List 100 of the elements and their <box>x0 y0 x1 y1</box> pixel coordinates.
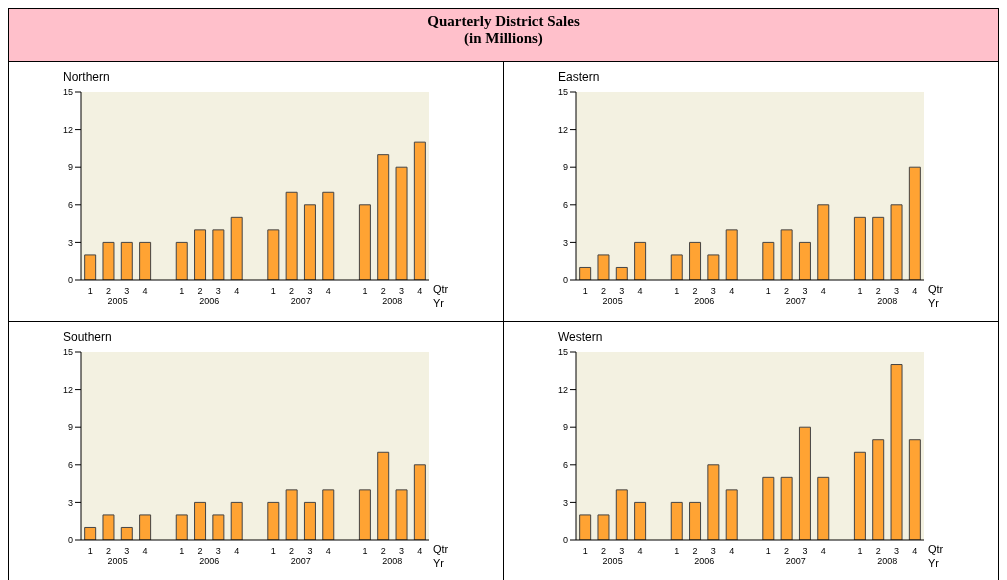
x-tick-label: 1 <box>179 286 185 297</box>
x-tick-label: 3 <box>710 286 716 297</box>
y-tick-label: 3 <box>562 237 568 248</box>
text: 2005 <box>106 296 129 306</box>
x-tick-label: 2 <box>875 286 881 297</box>
y-tick-label: 12 <box>557 384 568 395</box>
y-tick-label: 3 <box>562 497 568 508</box>
text: Quarterly District Sales (in Millions) <box>426 13 581 47</box>
y-tick-label: 15 <box>62 87 73 98</box>
y-tick-label: 12 <box>62 124 73 135</box>
x-tick-label: 4 <box>637 286 643 297</box>
text: 2008 <box>381 556 404 566</box>
x-tick-label: 1 <box>270 546 276 557</box>
x-tick-label: 1 <box>362 546 368 557</box>
x-tick-label: 2 <box>692 546 698 557</box>
y-tick-label: 12 <box>557 124 568 135</box>
y-tick-label: 0 <box>562 535 568 546</box>
x-tick-label: 1 <box>674 546 680 557</box>
x-tick-label: 3 <box>619 286 625 297</box>
y-tick-label: 0 <box>67 535 73 546</box>
x-tick-label: 2 <box>692 286 698 297</box>
x-tick-label: 1 <box>362 286 368 297</box>
x-tick-label: 3 <box>215 546 221 557</box>
x-tick-label: 4 <box>142 546 148 557</box>
text: 2008 <box>876 296 899 306</box>
x-tick-label: 3 <box>894 546 900 557</box>
x-tick-label: 4 <box>417 286 423 297</box>
x-tick-label: 4 <box>729 546 735 557</box>
x-tick-label: 4 <box>820 286 826 297</box>
y-tick-label: 9 <box>67 162 73 173</box>
x-tick-label: 1 <box>765 286 771 297</box>
y-tick-label: 15 <box>62 347 73 358</box>
x-tick-label: 4 <box>325 286 331 297</box>
x-axis-title: Qtr <box>433 283 449 295</box>
chart-subtitle: Northern <box>63 70 110 84</box>
y-tick-label: 6 <box>562 459 568 470</box>
x-tick-label: 1 <box>582 286 588 297</box>
text: 2006 <box>693 296 716 306</box>
x-tick-label: 2 <box>105 546 111 557</box>
x-tick-label: 1 <box>857 286 863 297</box>
x-tick-label: 1 <box>582 546 588 557</box>
x-tick-label: 4 <box>912 286 918 297</box>
x-tick-label: 3 <box>124 546 130 557</box>
text: 2008 <box>876 556 899 566</box>
y-tick-label: 0 <box>67 275 73 286</box>
text: 2005 <box>106 556 129 566</box>
x-tick-label: 1 <box>857 546 863 557</box>
y-tick-label: 6 <box>67 459 73 470</box>
x-tick-label: 4 <box>234 546 240 557</box>
y-tick-label: 6 <box>67 200 73 210</box>
x-tick-label: 1 <box>270 286 276 297</box>
x-axis-title: Qtr <box>433 543 449 555</box>
x-tick-label: 4 <box>912 546 918 557</box>
x-tick-label: 2 <box>289 546 295 557</box>
text: 2005 <box>601 296 624 306</box>
text: 2007 <box>289 556 312 566</box>
x-tick-label: 2 <box>600 546 606 557</box>
x-tick-label: 1 <box>765 546 771 557</box>
text: 2006 <box>198 296 221 306</box>
x-tick-label: 4 <box>325 546 331 557</box>
x-tick-label: 3 <box>307 546 313 557</box>
x-tick-label: 2 <box>600 286 606 297</box>
y-tick-label: 9 <box>67 422 73 433</box>
text: Yr <box>433 297 444 309</box>
y-tick-label: 9 <box>562 162 568 173</box>
text: 2006 <box>693 556 716 566</box>
x-tick-label: 3 <box>894 286 900 297</box>
x-tick-label: 4 <box>637 546 643 557</box>
x-tick-label: 4 <box>142 286 148 297</box>
chart-subtitle: Southern <box>63 330 112 344</box>
x-tick-label: 1 <box>87 286 93 297</box>
x-tick-label: 2 <box>380 286 386 297</box>
x-tick-label: 2 <box>197 286 203 297</box>
text: 2007 <box>289 296 312 306</box>
text: 2007 <box>784 556 807 566</box>
x-tick-label: 2 <box>784 286 790 297</box>
text: 2007 <box>784 296 807 306</box>
y-tick-label: 15 <box>557 87 568 98</box>
x-tick-label: 3 <box>802 286 808 297</box>
text: Yr <box>433 557 444 569</box>
x-tick-label: 4 <box>729 286 735 297</box>
text: Yr <box>928 297 939 309</box>
y-tick-label: 12 <box>62 384 73 395</box>
text: 2006 <box>198 556 221 566</box>
x-tick-label: 3 <box>124 286 130 297</box>
text: Yr <box>928 557 939 569</box>
y-tick-label: 9 <box>562 422 568 433</box>
x-tick-label: 3 <box>802 546 808 557</box>
x-tick-label: 3 <box>399 546 405 557</box>
x-tick-label: 1 <box>674 286 680 297</box>
chart-subtitle: Eastern <box>558 70 600 84</box>
x-tick-label: 3 <box>619 546 625 557</box>
x-tick-label: 3 <box>307 286 313 297</box>
x-tick-label: 2 <box>105 286 111 297</box>
text: 2005 <box>601 556 624 566</box>
y-tick-label: 15 <box>557 347 568 358</box>
x-tick-label: 1 <box>179 546 185 557</box>
x-axis-title: Qtr <box>928 543 944 555</box>
x-tick-label: 2 <box>875 546 881 557</box>
x-tick-label: 3 <box>399 286 405 297</box>
